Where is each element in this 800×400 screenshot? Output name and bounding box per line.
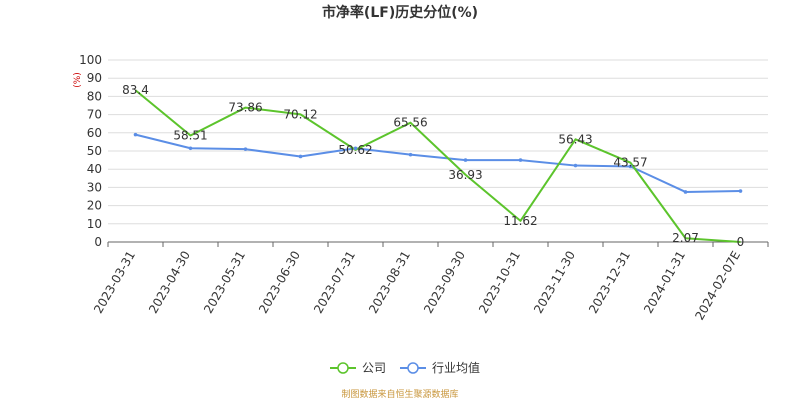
x-tick-label: 2023-05-31 [201,249,248,316]
industry-point [738,189,743,193]
legend: 公司 行业均值 [330,360,480,375]
industry-point [188,146,193,151]
y-tick-label: 100 [79,53,102,67]
x-tick-label: 2023-06-30 [256,249,303,316]
x-tick-label: 2024-02-07E [692,249,743,323]
data-label: 11.62 [503,214,537,228]
y-tick-label: 50 [87,144,102,158]
industry-point [463,158,468,162]
series-line-0 [134,89,741,243]
chart-title: 市净率(LF)历史分位(%) [322,4,478,21]
data-label: 56.43 [558,132,592,146]
grid-lines [108,59,768,243]
y-tick-label: 70 [87,108,102,122]
data-label: 36.93 [448,168,482,182]
x-axis: 2023-03-31 2023-04-30 2023-05-31 2023-06-30… [91,241,769,323]
series-layer: 83.4 58.51 73.86 70.12 50.62 65.56 36.93 11.62 5… [122,83,744,249]
y-tick-label: 40 [87,162,102,176]
x-tick-label: 2023-08-31 [366,249,413,316]
x-tick-label: 2023-12-31 [586,249,633,316]
y-tick-label: 20 [87,199,102,213]
legend-label: 行业均值 [432,360,480,375]
data-label: 58.51 [173,129,207,143]
data-label: 2.07 [672,231,699,245]
industry-point [408,152,413,157]
industry-point [518,158,523,162]
x-tick-label: 2023-10-31 [476,249,523,316]
industry-point [628,164,633,169]
industry-point [133,132,138,137]
y-tick-label: 60 [87,126,102,140]
y-tick-label: 80 [87,89,102,103]
x-tick-label: 2023-04-30 [146,249,193,316]
x-tick-label: 2023-09-30 [421,249,468,316]
x-tick-label: 2024-01-31 [641,249,688,316]
legend-label: 公司 [362,361,386,375]
data-label: 65.56 [393,116,427,130]
x-tick-label: 2023-11-30 [531,249,578,316]
industry-point [573,163,578,168]
y-tick-label: 30 [87,180,102,194]
series-line-1 [135,133,741,193]
legend-marker [407,362,419,374]
data-label: 73.86 [228,101,262,115]
data-label: 50.62 [338,143,372,157]
y-tick-label: 10 [87,217,102,231]
x-tick-label: 2023-03-31 [91,249,138,316]
y-unit-label: (%) [73,72,83,88]
source-note: 制图数据来自恒生聚源数据库 [341,388,458,400]
industry-point [298,154,303,159]
data-label: 0 [737,235,745,249]
x-tick-label: 2023-07-31 [311,249,358,316]
data-label: 43.57 [613,156,647,170]
y-tick-label: 0 [94,235,102,249]
industry-point [353,146,358,151]
y-tick-label: 90 [87,71,102,85]
industry-point [243,147,248,151]
data-label: 83.4 [122,83,149,97]
legend-marker [337,362,349,374]
y-axis: 0 10 20 30 40 50 60 70 80 90 100 [79,53,102,249]
data-label: 70.12 [283,107,317,121]
industry-point [683,190,688,194]
